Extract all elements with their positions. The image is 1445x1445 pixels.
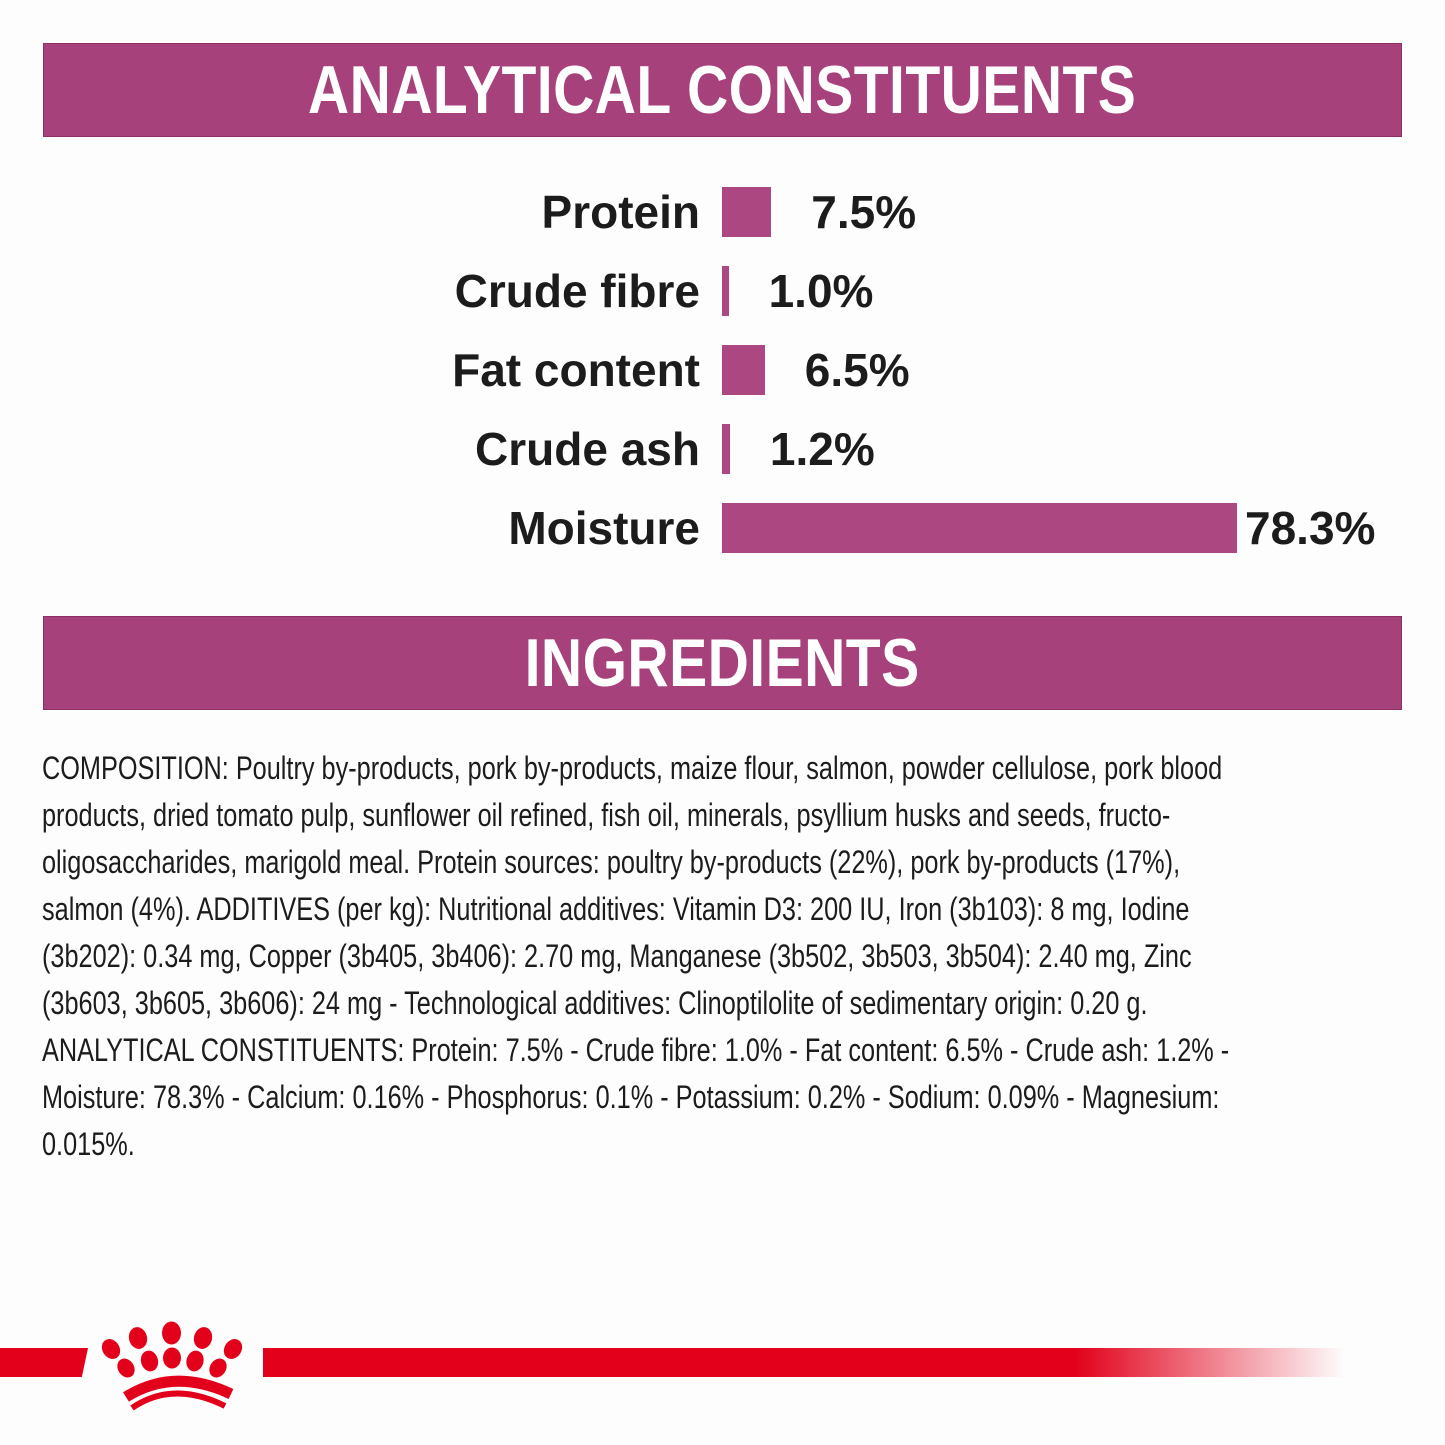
composition-line: ANALYTICAL CONSTITUENTS: Protein: 7.5% -… — [42, 1032, 1230, 1068]
chart-category-label: Protein — [541, 185, 700, 238]
chart-row: Moisture 78.3% — [0, 488, 1445, 567]
chart-value-label: 7.5% — [811, 185, 917, 238]
chart-value-label: 1.0% — [768, 264, 874, 317]
analytical-constituents-title: ANALYTICAL CONSTITUENTS — [308, 52, 1137, 128]
chart-bar — [722, 344, 765, 395]
chart-value-label: 1.2% — [769, 422, 875, 475]
composition-line: oligosaccharides, marigold meal. Protein… — [42, 844, 1181, 880]
chart-value-label: 78.3% — [1245, 501, 1376, 554]
chart-row: Protein 7.5% — [0, 172, 1445, 251]
chart-category-label: Crude ash — [475, 422, 700, 475]
analytical-constituents-chart: Protein 7.5% Crude fibre 1.0% Fat conten… — [0, 172, 1445, 567]
red-stripe-right-segment — [263, 1348, 1345, 1377]
chart-bar — [722, 502, 1237, 553]
composition-line: products, dried tomato pulp, sunflower o… — [42, 797, 1171, 833]
chart-bar — [722, 265, 729, 316]
ingredients-title: INGREDIENTS — [525, 625, 920, 701]
chart-value-label: 6.5% — [804, 343, 910, 396]
royal-canin-crown-icon — [101, 1321, 243, 1411]
chart-bar — [722, 423, 730, 474]
ingredients-banner: INGREDIENTS — [43, 616, 1402, 710]
composition-line: (3b202): 0.34 mg, Copper (3b405, 3b406):… — [42, 938, 1192, 974]
chart-category-label: Fat content — [452, 343, 700, 396]
composition-text: COMPOSITION: Poultry by-products, pork b… — [42, 745, 1405, 1168]
analytical-constituents-banner: ANALYTICAL CONSTITUENTS — [43, 43, 1402, 137]
red-stripe-left-segment — [0, 1348, 88, 1377]
composition-line: 0.015%. — [42, 1126, 135, 1162]
chart-row: Crude ash 1.2% — [0, 409, 1445, 488]
chart-bar — [722, 186, 772, 237]
composition-line: Moisture: 78.3% - Calcium: 0.16% - Phosp… — [42, 1079, 1220, 1115]
composition-line: salmon (4%). ADDITIVES (per kg): Nutriti… — [42, 891, 1190, 927]
chart-row: Crude fibre 1.0% — [0, 251, 1445, 330]
chart-category-label: Moisture — [508, 501, 700, 554]
chart-category-label: Crude fibre — [454, 264, 700, 317]
composition-line: (3b603, 3b605, 3b606): 24 mg - Technolog… — [42, 985, 1148, 1021]
composition-line: COMPOSITION: Poultry by-products, pork b… — [42, 750, 1223, 786]
chart-row: Fat content 6.5% — [0, 330, 1445, 409]
